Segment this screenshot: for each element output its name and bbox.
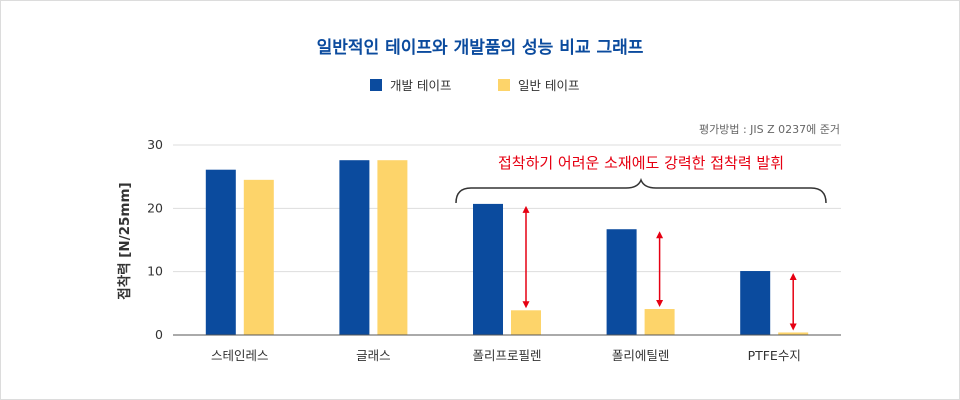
bar-developed-tape [606,229,637,335]
difference-arrow [522,205,530,309]
legend-swatch-developed [370,79,382,91]
highlight-brace [455,177,827,204]
x-tick-label: 스테인레스 [211,348,269,363]
y-tick-labels: 0 10 20 30 [147,137,163,342]
bar-general-tape [377,160,408,335]
x-tick-labels: 스테인레스 글래스 폴리프로필렌 폴리에틸렌 PTFE수지 [211,348,801,363]
x-tick-label: 글래스 [356,348,391,363]
legend-label-general: 일반 테이프 [518,78,579,93]
y-tick-label: 30 [147,137,163,152]
y-axis-label: 접착력 [N/25mm] [116,182,133,299]
bar-general-tape [644,309,675,335]
bar-developed-tape [740,271,771,335]
highlight-annotation: 접착하기 어려운 소재에도 강력한 접착력 발휘 [455,154,827,204]
x-tick-label: 폴리에틸렌 [612,348,670,363]
chart-title: 일반적인 테이프와 개발품의 성능 비교 그래프 [317,38,644,58]
difference-arrow [789,273,797,331]
evaluation-note: 평가방법 : JIS Z 0237에 준거 [699,123,840,136]
difference-arrow [656,231,664,308]
y-tick-label: 0 [155,327,163,342]
y-tick-label: 20 [147,200,163,215]
bar-general-tape [243,179,274,335]
legend-label-developed: 개발 테이프 [390,78,451,93]
bar-general-tape [778,332,809,335]
bars [205,160,809,335]
y-tick-label: 10 [147,264,163,279]
bar-developed-tape [339,160,370,335]
legend-swatch-general [498,79,510,91]
gridlines [173,144,841,273]
bar-general-tape [511,310,541,335]
annotation-text: 접착하기 어려운 소재에도 강력한 접착력 발휘 [498,154,784,172]
difference-arrows [522,205,797,331]
bar-developed-tape [473,203,503,335]
x-tick-label: 폴리프로필렌 [472,348,541,363]
x-tick-label: PTFE수지 [748,348,801,363]
legend: 개발 테이프 일반 테이프 [370,78,579,93]
bar-developed-tape [205,169,236,335]
